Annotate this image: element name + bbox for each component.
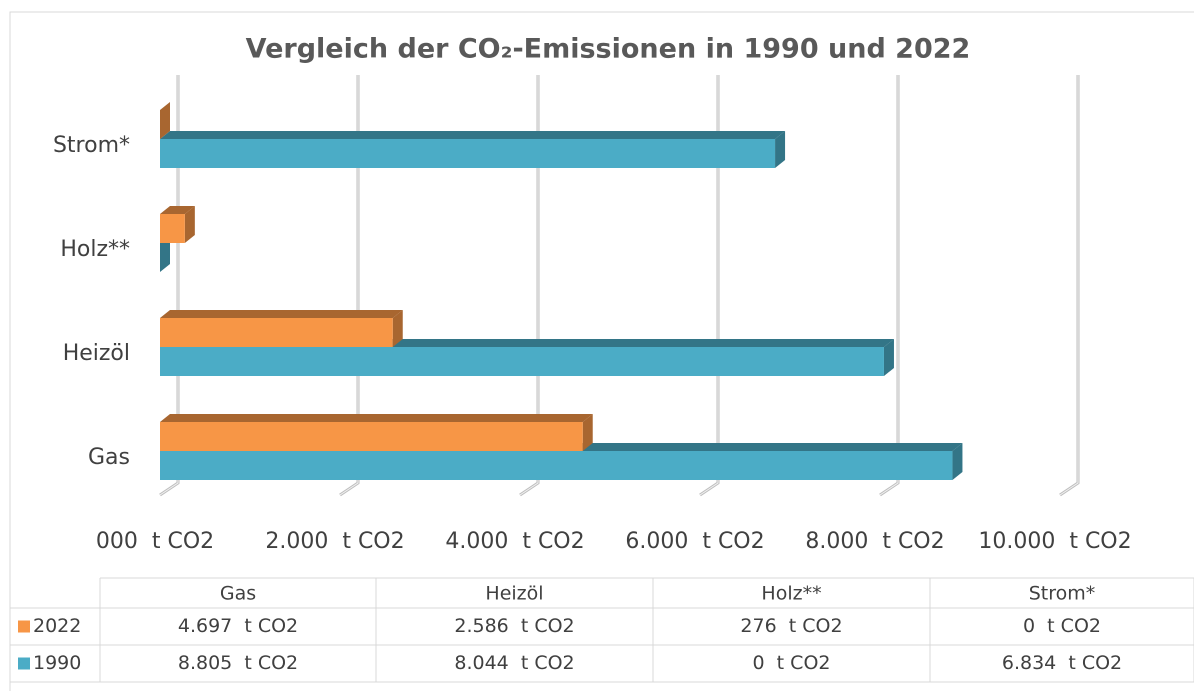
x-tick-label: 2.000 t CO2 xyxy=(265,529,404,554)
bar-side xyxy=(160,235,170,272)
table-value: 0 t CO2 xyxy=(753,652,831,674)
x-tick-label: 6.000 t CO2 xyxy=(625,529,764,554)
bar-side xyxy=(883,339,894,376)
bar xyxy=(160,131,786,168)
bar-side xyxy=(184,206,195,243)
table-value: 6.834 t CO2 xyxy=(1002,652,1122,674)
bar-side xyxy=(392,310,403,347)
bar xyxy=(160,102,170,139)
bar-front xyxy=(160,451,953,480)
y-tick-label: Strom* xyxy=(53,133,130,158)
grid-line xyxy=(879,75,900,497)
table-header: Heizöl xyxy=(485,583,543,605)
bar-top xyxy=(160,310,403,318)
grid-line-highlight xyxy=(339,75,359,496)
y-tick-label: Holz** xyxy=(60,237,130,262)
bar xyxy=(160,414,593,451)
x-tick-label: 10.000 t CO2 xyxy=(978,529,1131,554)
x-tick-label: 4.000 t CO2 xyxy=(445,529,584,554)
legend-swatch xyxy=(18,657,30,670)
legend-swatch xyxy=(18,620,30,633)
chart-border xyxy=(9,11,1194,691)
y-tick-label: Heizöl xyxy=(63,341,130,366)
table-value: 2.586 t CO2 xyxy=(454,615,574,637)
table-header: Holz** xyxy=(761,583,821,605)
bar xyxy=(160,339,894,376)
bar xyxy=(160,206,195,243)
x-tick-label: 000 t CO2 xyxy=(96,529,214,554)
bar-top xyxy=(160,131,786,139)
table-value: 4.697 t CO2 xyxy=(178,615,298,637)
grid-line xyxy=(1059,75,1080,497)
legend-label: 1990 xyxy=(33,652,81,674)
y-tick-label: Gas xyxy=(88,445,130,470)
grid-line-highlight xyxy=(519,75,539,496)
bar-top xyxy=(160,206,195,214)
bar-side xyxy=(775,131,786,168)
bar-top xyxy=(160,414,593,422)
legend-label: 2022 xyxy=(33,615,81,637)
table-value: 276 t CO2 xyxy=(740,615,842,637)
table-header: Gas xyxy=(220,583,256,605)
table-value: 8.044 t CO2 xyxy=(454,652,574,674)
x-tick-label: 8.000 t CO2 xyxy=(805,529,944,554)
bar-side xyxy=(582,414,593,451)
bar xyxy=(160,235,170,272)
table-header: Strom* xyxy=(1029,583,1096,605)
bar-side xyxy=(160,102,170,139)
table-value: 0 t CO2 xyxy=(1023,615,1101,637)
bar-front xyxy=(160,422,583,451)
bar xyxy=(160,310,403,347)
grid-line-highlight xyxy=(699,75,719,496)
bar-front xyxy=(160,318,393,347)
bar-front xyxy=(160,139,776,168)
chart-title: Vergleich der CO₂-Emissionen in 1990 und… xyxy=(246,34,971,65)
grid-line-highlight xyxy=(879,75,899,496)
bar-front xyxy=(160,214,185,243)
grid-line-highlight xyxy=(1059,75,1079,496)
bar-front xyxy=(160,347,884,376)
table-value: 8.805 t CO2 xyxy=(178,652,298,674)
bar-side xyxy=(952,443,963,480)
